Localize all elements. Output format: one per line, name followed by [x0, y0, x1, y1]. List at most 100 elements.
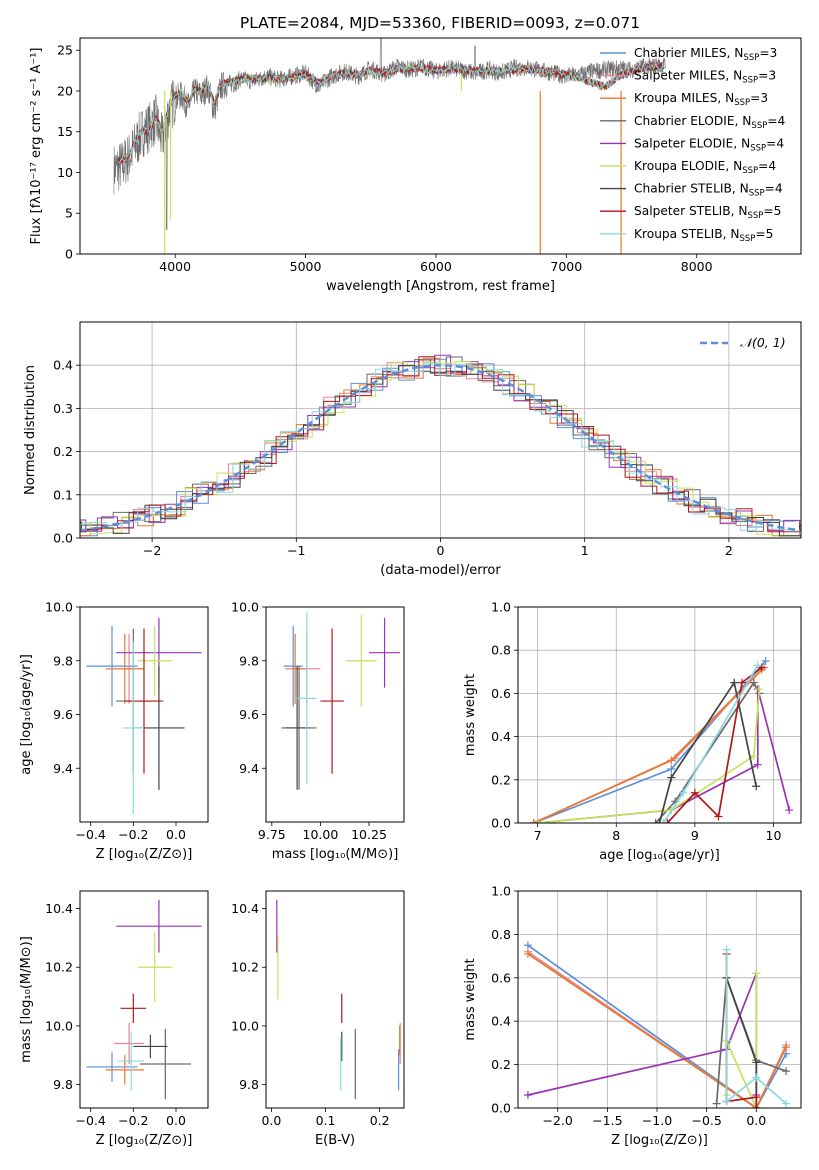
x-tick-label: −0.2: [118, 1113, 148, 1128]
grid-lines: [518, 890, 801, 1109]
weight-line: [527, 944, 787, 1108]
legend-label-main: Chabrier MILES, N: [634, 46, 743, 60]
residuals-panel: −2 −1 0 1 2 0.0 0.1 0.2 0.3 0.4 (data-model)/error…: [23, 321, 802, 578]
weight-marker: [655, 819, 664, 823]
legend-label: Kroupa ELODIE, NSSP=4: [634, 159, 776, 176]
x-axis-label: mass [log₁₀(M/M⊙)]: [272, 847, 399, 862]
ticks: −0.4 −0.2 0.0 9.4 9.6 9.8 10.0: [45, 600, 186, 843]
ticks: 0.0 0.1 0.2 9.8 10.0 10.2 10.4: [231, 901, 389, 1128]
weight-marker: [722, 1097, 731, 1106]
y-tick-label: 9.8: [239, 653, 259, 668]
y-tick-label: 10.4: [231, 901, 259, 916]
legend-label-tail: =5: [755, 227, 773, 241]
error-cross: [369, 617, 401, 688]
x-tick-label: −0.5: [691, 1113, 721, 1128]
weight-marker: [730, 678, 739, 687]
x-tick-label: 10.25: [351, 827, 387, 842]
axes-frame: [517, 606, 802, 824]
ticks: −2 −1 0 1 2 0.0 0.1 0.2 0.3 0.4: [53, 358, 733, 558]
x-tick-label: 8000: [681, 259, 713, 274]
x-tick-label: −1.5: [592, 1113, 622, 1128]
x-tick-label: 1: [581, 543, 589, 558]
y-tick-label: 9.8: [53, 653, 73, 668]
y-tick-label: 1.0: [491, 884, 511, 899]
plot-area: [80, 354, 801, 537]
x-tick-label: −0.4: [75, 827, 105, 842]
y-tick-label: 10.2: [231, 960, 259, 975]
y-tick-label: 0.0: [53, 531, 73, 546]
y-tick-label: 9.4: [53, 761, 73, 776]
plot-area: [113, 38, 666, 254]
legend-label: 𝒩(0, 1): [740, 335, 786, 350]
axes-frame: [79, 606, 209, 823]
x-axis-label: wavelength [Angstrom, rest frame]: [326, 279, 555, 294]
legend-label-main: Chabrier ELODIE, N: [634, 114, 751, 128]
y-tick-label: 0.0: [491, 1101, 511, 1116]
age-vs-metallicity-panel: −0.4 −0.2 0.0 9.4 9.6 9.8 10.0 Z [log₁₀(Z/Z⊙)] a…: [19, 600, 209, 862]
y-tick-label: 9.8: [53, 1077, 73, 1092]
axes-frame: [265, 606, 405, 823]
weight-marker: [738, 678, 747, 687]
weight-marker: [667, 773, 676, 782]
legend-label-sub: SSP: [747, 211, 763, 221]
y-tick-label: 10.0: [231, 600, 259, 615]
gaussian-curve: [80, 363, 801, 532]
weight-marker: [785, 806, 794, 815]
axes-frame: [265, 890, 405, 1109]
residual-histogram: [80, 362, 801, 532]
y-tick-label: 9.8: [239, 1077, 259, 1092]
x-tick-label: 9: [691, 828, 699, 843]
legend-label-tail: =3: [750, 91, 768, 105]
ticks: 7 8 9 10 0.0 0.2 0.4 0.6 0.8 1.0: [491, 600, 781, 844]
weight-marker: [753, 760, 762, 769]
weight-marker: [752, 1058, 761, 1067]
legend-label-tail: =4: [765, 182, 783, 196]
error-cross: [114, 1022, 144, 1065]
weight-marker: [749, 678, 758, 687]
weight-marker: [523, 949, 532, 958]
error-cross: [86, 625, 138, 707]
y-axis-label: age [log₁₀(age/yr)]: [19, 654, 34, 775]
y-axis-label: mass [log₁₀(M/M⊙)]: [19, 936, 34, 1063]
y-tick-label: 0.4: [491, 1014, 511, 1029]
x-axis-label: E(B-V): [315, 1133, 355, 1148]
y-tick-label: 0.6: [491, 970, 511, 985]
weight-marker: [651, 819, 660, 823]
error-cross: [285, 633, 305, 704]
legend-label-sub: SSP: [742, 76, 758, 86]
y-axis-label: Flux [fλ10⁻¹⁷ erg cm⁻² s⁻¹ A⁻¹]: [29, 48, 44, 245]
weight-marker: [667, 756, 676, 765]
model-spectrum-line: [118, 62, 665, 164]
weight-marker: [529, 819, 538, 823]
legend-label-sub: SSP: [734, 98, 750, 108]
x-tick-label: 0.0: [746, 1113, 766, 1128]
weight-marker: [722, 945, 731, 954]
legend-label-tail: =3: [758, 69, 776, 83]
y-tick-label: 10.4: [45, 901, 73, 916]
y-tick-label: 9.6: [239, 707, 259, 722]
axes-frame: [79, 890, 209, 1109]
y-axis-label: mass weight: [463, 674, 478, 756]
weight-marker: [663, 819, 672, 823]
weight-marker: [761, 657, 770, 665]
legend-label-sub: SSP: [740, 234, 756, 244]
y-axis-label: mass weight: [463, 958, 478, 1040]
y-axis-label: Normed distribution: [23, 365, 38, 495]
y-tick-label: 0.2: [491, 772, 511, 787]
legend-label-sub: SSP: [751, 121, 767, 131]
weight-marker: [752, 969, 761, 978]
ticks: 9.75 10.00 10.25 9.4 9.6 9.8 10.0: [231, 600, 387, 843]
legend-label: Kroupa MILES, NSSP=3: [634, 91, 768, 108]
legend-label-tail: =4: [758, 159, 776, 173]
x-tick-label: 10: [766, 828, 782, 843]
legend-label-tail: =4: [766, 136, 784, 150]
legend-label-tail: =3: [759, 46, 777, 60]
error-cross: [320, 628, 344, 774]
error-cross: [105, 1055, 144, 1085]
y-tick-label: 25: [57, 43, 73, 58]
weight-marker: [667, 765, 676, 773]
x-tick-label: 8: [612, 828, 620, 843]
legend-label: Chabrier MILES, NSSP=3: [634, 46, 777, 63]
y-tick-label: 0.1: [53, 487, 73, 502]
